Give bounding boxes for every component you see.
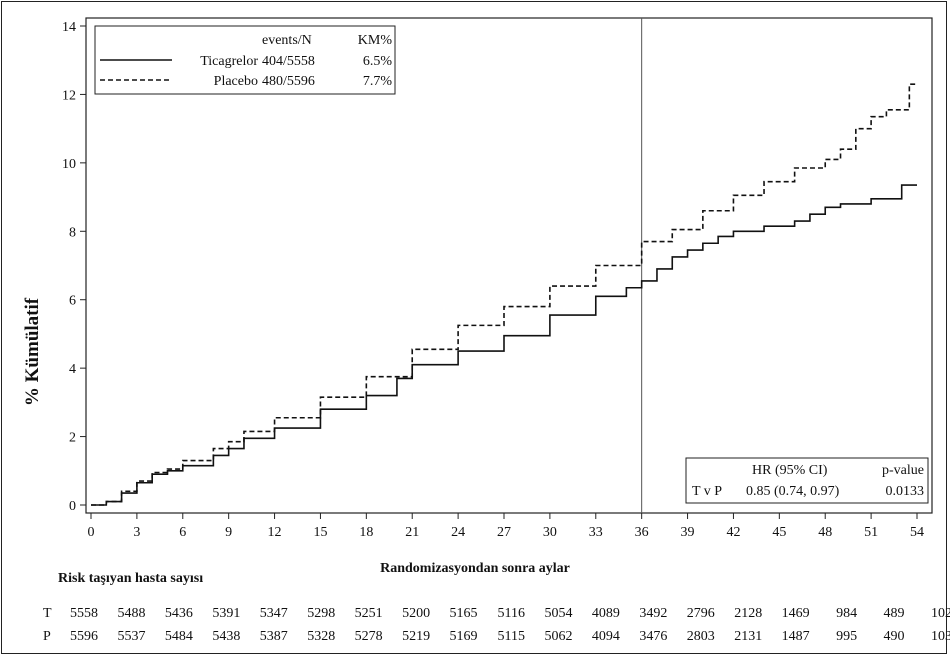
y-tick-label: 10 [62, 157, 76, 172]
risk-cell: 2803 [686, 629, 715, 644]
legend-name-ticagrelor: Ticagrelor [200, 54, 258, 69]
x-tick-label: 27 [497, 525, 511, 540]
risk-cell: 2128 [734, 606, 763, 621]
risk-cell: 984 [836, 606, 858, 621]
x-tick-label: 45 [772, 525, 786, 540]
plot-area-frame [85, 17, 933, 514]
legend-events-placebo: 480/5596 [262, 74, 315, 89]
x-tick-label: 6 [179, 525, 186, 540]
risk-cell: 5558 [70, 606, 98, 621]
risk-cell: 3476 [639, 629, 668, 644]
risk-cell: 5219 [402, 629, 431, 644]
x-tick-label: 54 [910, 525, 924, 540]
risk-cell: 5165 [449, 606, 478, 621]
risk-cell: 5298 [307, 606, 336, 621]
x-tick-label: 0 [88, 525, 95, 540]
x-tick-label: 21 [405, 525, 419, 540]
x-tick-label: 30 [543, 525, 557, 540]
risk-cell: 4089 [591, 606, 620, 621]
legend-km-placebo: 7.7% [363, 74, 393, 89]
risk-cell: 5169 [449, 629, 478, 644]
risk-cell: 5391 [212, 606, 241, 621]
risk-row-label: T [43, 606, 52, 621]
x-tick-label: 18 [359, 525, 373, 540]
risk-cell: 2131 [734, 629, 763, 644]
risk-cell: 5328 [307, 629, 336, 644]
risk-cell: 4094 [591, 629, 620, 644]
risk-cell: 5438 [212, 629, 241, 644]
risk-cell: 5062 [544, 629, 573, 644]
risk-cell: 5436 [164, 606, 193, 621]
stats-box [685, 457, 929, 504]
y-tick-label: 8 [69, 225, 76, 240]
risk-cell: 5488 [117, 606, 146, 621]
risk-cell: 3492 [639, 606, 668, 621]
x-tick-label: 15 [313, 525, 327, 540]
risk-cell: 5054 [544, 606, 573, 621]
risk-cell: 5347 [259, 606, 288, 621]
risk-cell: 5115 [497, 629, 525, 644]
risk-cell: 5484 [164, 629, 193, 644]
x-tick-label: 3 [133, 525, 140, 540]
risk-cell: 1469 [781, 606, 810, 621]
risk-cell: 5387 [259, 629, 288, 644]
x-tick-label: 36 [635, 525, 649, 540]
legend-header-km: KM% [358, 33, 393, 48]
risk-cell: 1487 [781, 629, 810, 644]
x-tick-label: 33 [589, 525, 603, 540]
x-tick-label: 42 [726, 525, 740, 540]
x-tick-label: 39 [681, 525, 695, 540]
risk-cell: 489 [883, 606, 905, 621]
y-axis-label: % Kümülatif [22, 297, 43, 406]
x-tick-label: 48 [818, 525, 832, 540]
legend-events-ticagrelor: 404/5558 [262, 54, 315, 69]
risk-row-t: T 5558 5488 5436 5391 5347 5298 5251 5200 5165 511… [0, 606, 950, 626]
risk-cell: 490 [883, 629, 905, 644]
y-tick-label: 4 [69, 362, 76, 377]
stats-row-label: T v P [692, 484, 722, 499]
risk-cell: 2796 [686, 606, 715, 621]
stats-hr-value: 0.85 (0.74, 0.97) [746, 484, 840, 499]
risk-cell: 995 [836, 629, 858, 644]
x-tick-label: 24 [451, 525, 465, 540]
risk-cell: 103 [931, 629, 950, 644]
stats-header-hr: HR (95% CI) [752, 463, 828, 478]
risk-cell: 5596 [70, 629, 98, 644]
legend-name-placebo: Placebo [214, 74, 258, 89]
legend-km-ticagrelor: 6.5% [363, 54, 393, 69]
risk-table-title: Risk taşıyan hasta sayısı [58, 571, 204, 586]
risk-cell: 5251 [354, 606, 383, 621]
x-tick-label: 51 [864, 525, 878, 540]
x-axis-label: Randomizasyondan sonra aylar [380, 561, 570, 576]
risk-row-p: P 5596 5537 5484 5438 5387 5328 5278 5219 5169 511… [0, 629, 950, 649]
y-tick-label: 14 [62, 20, 76, 35]
series-line-placebo [91, 83, 917, 506]
x-tick-label: 9 [225, 525, 232, 540]
risk-cell: 5200 [402, 606, 431, 621]
legend-header-events: events/N [262, 33, 312, 48]
stats-header-p: p-value [882, 463, 924, 478]
risk-cell: 5278 [354, 629, 383, 644]
y-tick-label: 12 [62, 88, 76, 103]
y-tick-label: 0 [69, 499, 76, 514]
risk-cell: 5116 [497, 606, 525, 621]
y-tick-label: 6 [69, 294, 76, 309]
stats-p-value: 0.0133 [886, 484, 925, 499]
risk-row-label: P [43, 629, 51, 644]
risk-cell: 102 [931, 606, 950, 621]
x-tick-label: 12 [268, 525, 282, 540]
y-tick-label: 2 [69, 431, 76, 446]
series-line-ticagrelor [91, 184, 917, 506]
risk-cell: 5537 [117, 629, 146, 644]
